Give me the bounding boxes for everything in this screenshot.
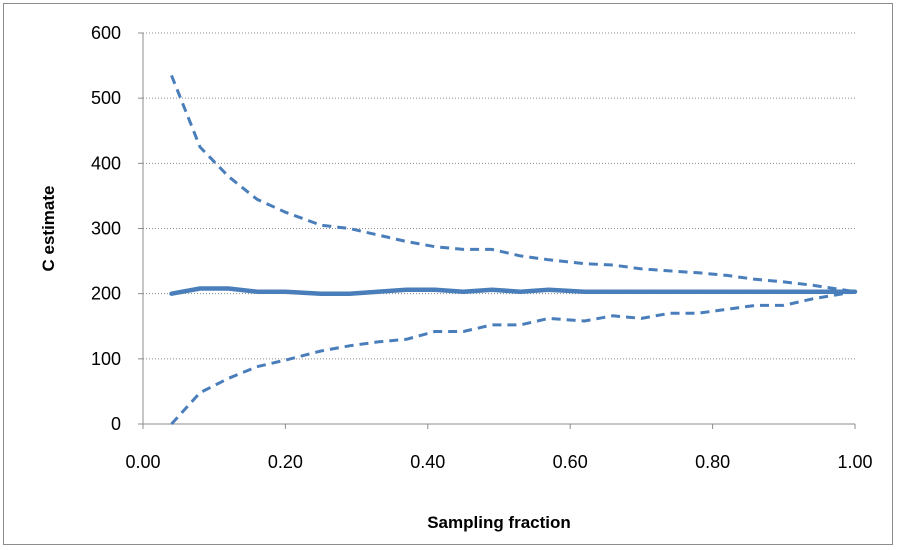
y-tick-label-0: 0: [111, 414, 121, 434]
line-chart: 0 100 200 300 400 500 600 0.00 0.20 0.40 0.60 0.80…: [39, 23, 873, 532]
y-tick-label-1: 100: [91, 349, 121, 369]
y-tick-label-2: 200: [91, 284, 121, 304]
x-tick-labels: 0.00 0.20 0.40 0.60 0.80 1.00: [125, 452, 872, 472]
series-line-dashed-1: [170, 74, 856, 294]
x-tick-label-4: 0.80: [695, 452, 730, 472]
series-line-solid-0: [169, 286, 858, 296]
gridlines: [143, 32, 855, 360]
axes: [138, 32, 856, 429]
x-tick-label-1: 0.20: [268, 452, 303, 472]
x-tick-label-5: 1.00: [837, 452, 872, 472]
y-tick-label-3: 300: [91, 219, 121, 239]
y-tick-label-5: 500: [91, 88, 121, 108]
chart-frame: 0 100 200 300 400 500 600 0.00 0.20 0.40 0.60 0.80…: [3, 3, 893, 545]
series-line-dashed-2: [170, 290, 856, 426]
x-tick-label-2: 0.40: [410, 452, 445, 472]
x-axis-title: Sampling fraction: [427, 513, 571, 532]
x-tick-label-3: 0.60: [553, 452, 588, 472]
y-tick-label-4: 400: [91, 153, 121, 173]
x-tick-label-0: 0.00: [125, 452, 160, 472]
y-tick-label-6: 600: [91, 23, 121, 43]
series-group: [169, 74, 858, 426]
y-tick-labels: 0 100 200 300 400 500 600: [91, 23, 121, 434]
y-axis-title: C estimate: [39, 186, 58, 272]
